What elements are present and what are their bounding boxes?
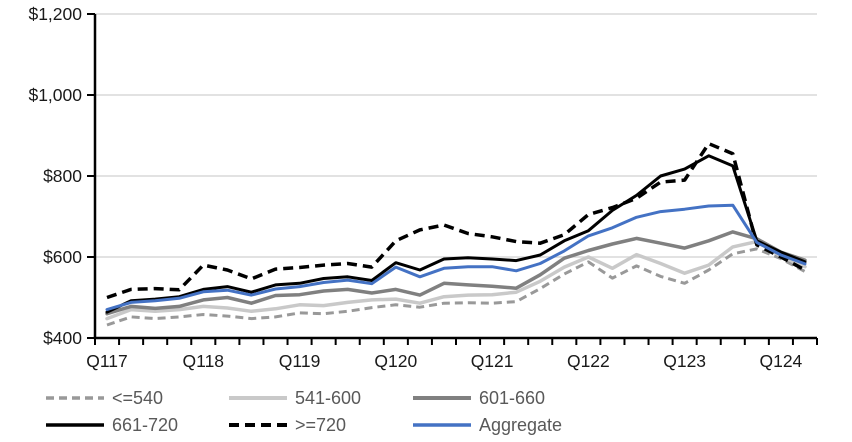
legend-label-601-660: 601-660 <box>479 387 546 408</box>
legend-item-601-660: 601-660 <box>412 387 545 409</box>
y-tick-label: $400 <box>43 328 82 348</box>
legend-label-le540: <=540 <box>112 387 164 408</box>
chart-svg: $400 $600 $800 $1,000 $1,200 Q117 Q118 Q119 Q120… <box>28 4 818 371</box>
legend-item-ge720: >=720 <box>228 414 346 436</box>
series-line-541-600 <box>105 239 807 321</box>
legend-swatch-aggregate <box>413 423 471 427</box>
y-tick-label: $800 <box>43 166 82 186</box>
legend-swatch-541-600 <box>229 396 287 400</box>
x-tick-label: Q122 <box>567 351 610 371</box>
legend-item-le540: <=540 <box>45 387 163 409</box>
x-tick-label: Q124 <box>759 351 802 371</box>
y-tick-label: $1,000 <box>28 85 82 105</box>
series-line-601-660 <box>105 230 807 316</box>
legend-label-541-600: 541-600 <box>295 387 362 408</box>
x-tick-label: Q121 <box>471 351 514 371</box>
series-line-le540 <box>106 247 806 327</box>
series-line-ge720 <box>106 141 806 300</box>
legend-item-661-720: 661-720 <box>45 414 178 436</box>
x-tick-label: Q117 <box>86 351 128 371</box>
legend-swatch-ge720 <box>229 423 287 427</box>
legend-item-aggregate: Aggregate <box>412 414 562 436</box>
series-line-661-720 <box>105 154 807 314</box>
x-tick-label: Q118 <box>183 351 225 371</box>
legend-swatch-661-720 <box>46 423 104 427</box>
legend-swatch-601-660 <box>413 396 471 400</box>
legend-label-661-720: 661-720 <box>112 414 179 435</box>
x-tick-label: Q123 <box>663 351 706 371</box>
legend-label-aggregate: Aggregate <box>479 414 563 435</box>
y-tick-label: $600 <box>43 247 82 267</box>
legend-label-ge720: >=720 <box>295 414 347 435</box>
series-line-aggregate <box>105 203 807 312</box>
legend-item-541-600: 541-600 <box>228 387 361 409</box>
legend-swatch-le540 <box>46 396 104 400</box>
x-tick-label: Q119 <box>279 351 321 371</box>
y-tick-label: $1,200 <box>28 4 82 24</box>
x-tick-label: Q120 <box>374 351 417 371</box>
